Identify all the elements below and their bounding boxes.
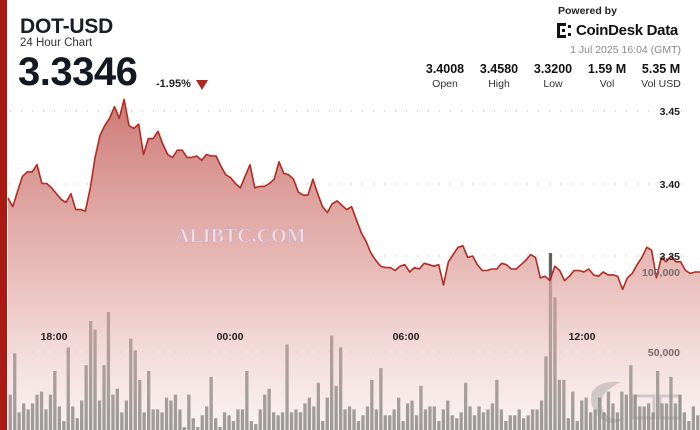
svg-text:00:00: 00:00 xyxy=(217,331,244,343)
stat-value: 1.59 M xyxy=(587,62,627,76)
svg-text:50,000: 50,000 xyxy=(648,347,680,359)
svg-text:06:00: 06:00 xyxy=(393,331,420,343)
stat-high: 3.4580 High xyxy=(472,62,526,90)
svg-text:12:00: 12:00 xyxy=(569,331,596,343)
price-change: -1.95% xyxy=(156,78,191,90)
powered-by-label: Powered by xyxy=(558,5,617,17)
stat-label: High xyxy=(488,78,510,90)
svg-text:18:00: 18:00 xyxy=(41,331,68,343)
svg-text:3.40: 3.40 xyxy=(660,179,681,191)
stat-low: 3.3200 Low xyxy=(526,62,580,90)
svg-text:3.35: 3.35 xyxy=(660,251,681,263)
coindesk-logo-icon xyxy=(557,23,571,38)
stat-value: 3.4580 xyxy=(479,62,519,76)
stat-vol-usd: 5.35 M Vol USD xyxy=(634,62,688,90)
down-arrow-icon xyxy=(196,80,208,90)
stat-label: Open xyxy=(432,78,458,90)
watermark-logo xyxy=(591,381,682,423)
stat-open: 3.4008 Open xyxy=(418,62,472,90)
stat-value: 3.3200 xyxy=(533,62,573,76)
asset-title: DOT-USD xyxy=(20,15,114,38)
svg-text:100,000: 100,000 xyxy=(642,267,680,279)
coindesk-brand[interactable]: CoinDesk Data xyxy=(557,22,678,39)
accent-bar xyxy=(0,0,7,430)
stat-label: Vol xyxy=(599,78,615,90)
stat-vol: 1.59 M Vol xyxy=(580,62,634,90)
chart-axes: 3.45 3.40 3.35 100,000 50,000 18:00 00:00 06:00… xyxy=(41,106,681,359)
watermark-alibtc: ALIBTC.COM xyxy=(175,225,306,247)
brand-name: CoinDesk Data xyxy=(576,22,678,39)
stat-label: Vol USD xyxy=(641,78,681,90)
stat-value: 3.4008 xyxy=(425,62,465,76)
stat-label: Low xyxy=(543,78,563,90)
svg-text:3.45: 3.45 xyxy=(660,106,681,118)
timestamp: 1 Jul 2025 16:04 (GMT) xyxy=(570,44,681,56)
price-line xyxy=(7,98,700,291)
chart-subtitle: 24 Hour Chart xyxy=(20,37,93,49)
stats-row: 3.4008 Open 3.4580 High 3.3200 Low 1.59 … xyxy=(418,62,688,90)
price-area xyxy=(8,99,700,430)
stat-value: 5.35 M xyxy=(641,62,681,76)
current-price: 3.3346 xyxy=(18,50,138,94)
